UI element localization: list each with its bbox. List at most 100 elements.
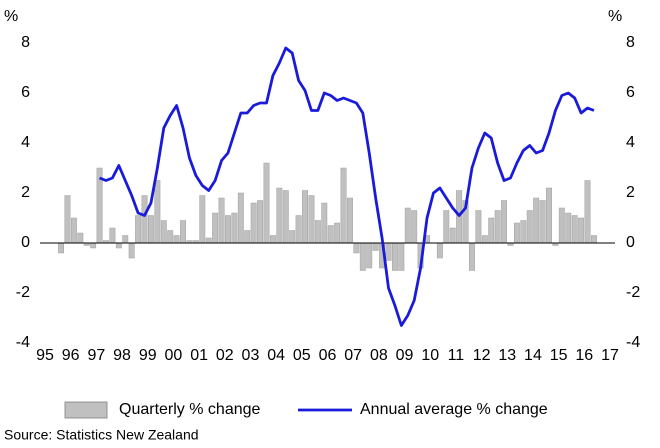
bar — [340, 167, 347, 244]
bar — [263, 162, 270, 244]
bar — [398, 242, 405, 271]
x-tick-label: 09 — [396, 347, 414, 364]
bar — [372, 242, 379, 251]
bar — [481, 235, 488, 244]
bar — [167, 230, 174, 244]
bar — [257, 200, 264, 244]
y-tick-label: 8 — [21, 34, 30, 51]
bar — [154, 180, 161, 244]
bar — [314, 220, 321, 244]
y2-tick-label: -2 — [626, 284, 640, 301]
y-tick-label: 2 — [21, 184, 30, 201]
x-tick-label: 15 — [550, 347, 568, 364]
bar — [141, 195, 148, 244]
bar — [578, 217, 585, 244]
legend-label: Quarterly % change — [119, 401, 261, 418]
bar — [571, 215, 578, 244]
bar — [501, 200, 508, 244]
bar — [147, 215, 154, 244]
bar — [558, 207, 565, 244]
x-tick-label: 97 — [87, 347, 105, 364]
y-tick-label: 4 — [21, 134, 30, 151]
x-tick-label: 17 — [601, 347, 619, 364]
x-tick-label: 10 — [421, 347, 439, 364]
bar — [436, 242, 443, 259]
bar — [231, 212, 238, 244]
bar — [353, 242, 360, 254]
x-tick-label: 12 — [473, 347, 491, 364]
bar — [385, 242, 392, 261]
bar — [244, 230, 251, 244]
y-tick-label: -4 — [16, 334, 30, 351]
x-tick-label: 05 — [293, 347, 311, 364]
bar — [212, 212, 219, 244]
bar — [334, 222, 341, 244]
x-tick-label: 07 — [344, 347, 362, 364]
x-tick-label: 06 — [319, 347, 337, 364]
bar — [225, 215, 231, 244]
x-tick-label: 03 — [242, 347, 260, 364]
legend-swatch — [64, 401, 108, 419]
y-tick-label: 6 — [21, 84, 30, 101]
bar — [359, 242, 366, 271]
y2-tick-label: 8 — [626, 34, 635, 51]
bar — [70, 217, 77, 244]
x-tick-label: 11 — [448, 347, 465, 364]
bar — [115, 242, 122, 249]
bar — [366, 242, 373, 269]
bar — [494, 210, 501, 244]
bar — [526, 210, 533, 244]
y2-tick-label: 2 — [626, 184, 635, 201]
bar — [308, 195, 315, 244]
bar — [469, 242, 475, 271]
bar — [443, 210, 450, 244]
y2-tick-label: 6 — [626, 84, 635, 101]
bar — [180, 220, 186, 244]
y-tick-label: 0 — [21, 234, 30, 251]
x-tick-label: 99 — [139, 347, 157, 364]
bar — [590, 235, 597, 244]
y2-tick-label: -4 — [626, 334, 640, 351]
bar — [546, 187, 552, 244]
bar — [109, 227, 116, 244]
bar — [205, 237, 212, 244]
bar — [58, 242, 65, 254]
bar — [321, 202, 328, 244]
x-tick-label: 00 — [165, 347, 183, 364]
x-tick-label: 14 — [524, 347, 542, 364]
bar — [513, 222, 520, 244]
bar — [237, 192, 244, 244]
x-tick-label: 02 — [216, 347, 234, 364]
x-tick-label: 98 — [113, 347, 131, 364]
bar — [539, 200, 546, 244]
bar — [475, 210, 482, 244]
x-tick-label: 95 — [36, 347, 54, 364]
bar — [199, 195, 206, 244]
bar — [276, 187, 283, 244]
bar — [269, 235, 276, 244]
bar — [347, 197, 353, 244]
x-tick-label: 01 — [190, 347, 208, 364]
bar — [135, 215, 142, 244]
bar — [411, 210, 418, 244]
x-tick-label: 13 — [498, 347, 516, 364]
bar — [160, 220, 167, 244]
bar — [64, 195, 71, 244]
bar — [250, 202, 257, 244]
bar — [90, 242, 97, 249]
x-tick-label: 16 — [575, 347, 593, 364]
y2-axis-unit: % — [608, 8, 622, 25]
bar — [404, 207, 411, 244]
x-tick-label: 96 — [62, 347, 80, 364]
bar — [77, 232, 84, 244]
bar — [449, 227, 456, 244]
y2-tick-label: 4 — [626, 134, 635, 151]
bar — [488, 217, 495, 244]
line — [99, 46, 595, 327]
bar — [218, 197, 225, 244]
x-tick-label: 08 — [370, 347, 388, 364]
source: Source: Statistics New Zealand — [4, 427, 199, 443]
bar — [295, 215, 302, 244]
bar — [533, 197, 540, 244]
